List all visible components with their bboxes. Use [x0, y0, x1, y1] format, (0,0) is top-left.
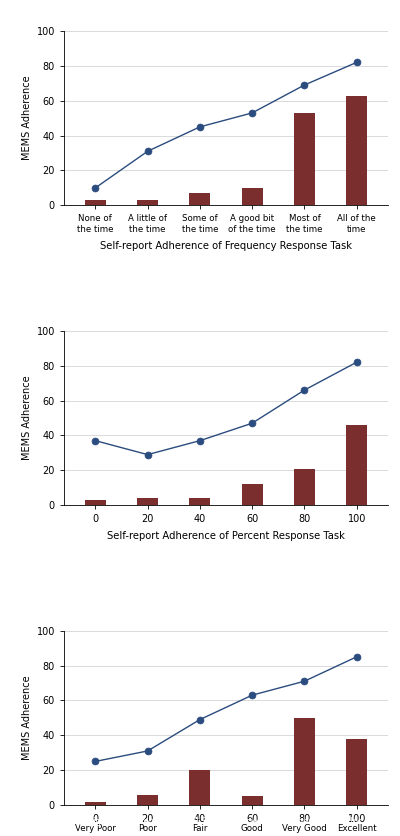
Text: Medscape®: Medscape®	[16, 8, 94, 21]
Bar	[85, 500, 106, 505]
Bar	[190, 770, 210, 805]
Bar	[294, 468, 315, 505]
Bar	[137, 200, 158, 206]
X-axis label: Self-report Adherence of Frequency Response Task: Self-report Adherence of Frequency Respo…	[100, 241, 352, 251]
Bar	[242, 796, 262, 805]
Y-axis label: MEMS Adherence: MEMS Adherence	[22, 675, 32, 760]
Bar	[294, 718, 315, 805]
Bar	[346, 739, 367, 805]
Bar	[137, 794, 158, 805]
Text: Source: Copyright: AIDS Behav © 2008 Springer Science+Business Media, Inc.: Source: Copyright: AIDS Behav © 2008 Spr…	[34, 818, 366, 827]
Bar	[242, 484, 262, 505]
Text: www.medscape.com: www.medscape.com	[140, 8, 260, 21]
Bar	[85, 802, 106, 805]
Bar	[346, 425, 367, 505]
Bar	[190, 498, 210, 505]
Bar	[346, 95, 367, 206]
Bar	[190, 193, 210, 206]
Bar	[85, 200, 106, 206]
Y-axis label: MEMS Adherence: MEMS Adherence	[22, 375, 32, 461]
X-axis label: Self-report Adherence of Percent Response Task: Self-report Adherence of Percent Respons…	[107, 531, 345, 541]
Bar	[137, 498, 158, 505]
Bar	[294, 113, 315, 206]
Bar	[242, 188, 262, 206]
Y-axis label: MEMS Adherence: MEMS Adherence	[22, 76, 32, 161]
